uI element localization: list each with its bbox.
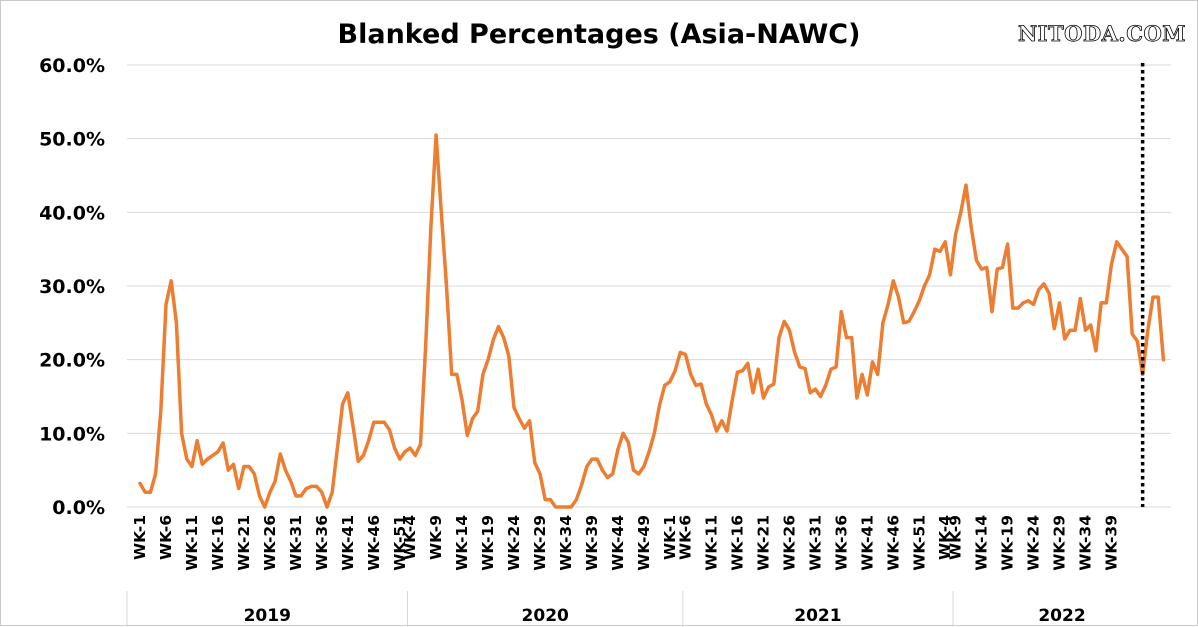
- x-tick-label: WK-24: [505, 515, 523, 571]
- year-label: 2020: [522, 606, 569, 626]
- year-label: 2021: [794, 606, 841, 626]
- gridlines: [127, 64, 1171, 508]
- x-tick-label: WK-51: [910, 515, 928, 571]
- y-tick-label: 20.0%: [39, 350, 105, 372]
- year-label: 2019: [244, 606, 291, 626]
- x-tick-label: WK-19: [479, 515, 497, 571]
- x-tick-label: WK-34: [1076, 515, 1094, 571]
- x-tick-label: WK-51: [391, 515, 409, 571]
- y-tick-label: 50.0%: [39, 129, 105, 151]
- x-tick-label: WK-16: [728, 515, 746, 571]
- x-tick-label: WK-6: [157, 515, 175, 560]
- x-tick-label: WK-24: [1025, 515, 1043, 571]
- x-tick-label: WK-41: [339, 515, 357, 571]
- year-axis: 2019 2020 2021 2022: [126, 591, 1086, 627]
- chart-title: Blanked Percentages (Asia-NAWC): [338, 19, 861, 50]
- x-tick-label: WK-9: [947, 515, 965, 560]
- x-tick-label: WK-19: [999, 515, 1017, 571]
- series-lines: [138, 133, 1166, 509]
- x-tick-label: WK-21: [754, 515, 772, 571]
- x-tick-label: WK-11: [702, 515, 720, 571]
- y-tick-label: 30.0%: [39, 276, 105, 298]
- x-axis-ticks: WK-1 WK-6 WK-11 WK-16 WK-21 WK-26 WK-31 WK-36 WK…: [131, 515, 1120, 571]
- x-tick-label: WK-1: [131, 515, 149, 560]
- x-tick-label: WK-9: [427, 515, 445, 560]
- x-tick-label: WK-29: [531, 515, 549, 571]
- x-tick-label: WK-34: [557, 515, 575, 571]
- x-tick-label: WK-39: [1102, 515, 1120, 571]
- x-tick-label: WK-44: [609, 515, 627, 571]
- x-tick-label: WK-49: [635, 515, 653, 571]
- watermark-logo: NITODA.COM: [1018, 21, 1186, 46]
- x-tick-label: WK-36: [313, 515, 331, 571]
- x-tick-label: WK-36: [832, 515, 850, 571]
- y-axis-ticks: 0.0% 10.0% 20.0% 30.0% 40.0% 50.0% 60.0%: [39, 55, 105, 519]
- x-tick-label: WK-4: [401, 515, 419, 560]
- x-tick-label: WK-14: [453, 515, 471, 571]
- x-tick-label: WK-26: [261, 515, 279, 571]
- y-tick-label: 0.0%: [52, 497, 105, 519]
- x-tick-label: WK-11: [183, 515, 201, 571]
- x-tick-label: WK-31: [806, 515, 824, 571]
- series-line: [138, 133, 1166, 509]
- x-tick-label: WK-6: [676, 515, 694, 560]
- x-tick-label: WK-29: [1051, 515, 1069, 571]
- x-tick-label: WK-26: [780, 515, 798, 571]
- y-tick-label: 40.0%: [39, 202, 105, 224]
- x-tick-label: WK-21: [235, 515, 253, 571]
- x-tick-label: WK-46: [365, 515, 383, 571]
- x-tick-label: WK-4: [936, 515, 954, 560]
- x-tick-label: WK-1: [661, 515, 679, 560]
- x-tick-label: WK-14: [973, 515, 991, 571]
- year-label: 2022: [1038, 606, 1085, 626]
- y-tick-label: 10.0%: [39, 423, 105, 445]
- y-tick-label: 60.0%: [39, 55, 105, 77]
- x-tick-label: WK-46: [884, 515, 902, 571]
- x-tick-label: WK-41: [858, 515, 876, 571]
- x-tick-label: WK-16: [209, 515, 227, 571]
- x-tick-label: WK-31: [287, 515, 305, 571]
- x-tick-label: WK-39: [583, 515, 601, 571]
